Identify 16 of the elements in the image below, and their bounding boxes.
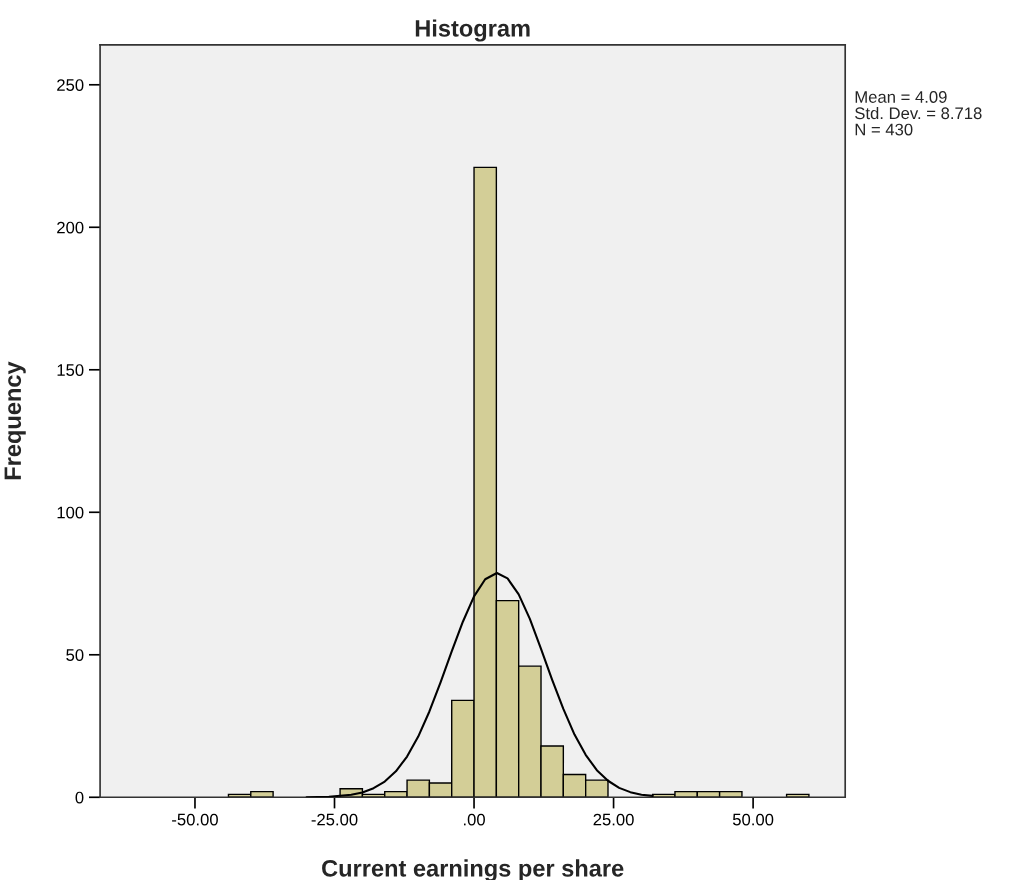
x-tick-label: 50.00 [732,813,774,826]
y-tick-label: 250 [57,79,84,91]
x-tick-label: -50.00 [172,813,218,826]
x-tick-label: 25.00 [593,813,634,826]
x-tick-label: -25.00 [311,813,358,826]
text: Std. Dev. = 8.718 [855,106,982,120]
y-tick-label: 150 [57,364,84,376]
y-tick-label: 200 [57,221,84,234]
y-axis-title: Frequency [4,361,26,480]
y-tick-label: 50 [66,649,84,661]
chart-title: Histogram [415,19,530,42]
y-tick-label: 100 [57,506,84,519]
text: N = 430 [855,123,913,136]
y-tick-label: 0 [75,791,84,804]
x-tick-label: .00 [463,813,485,826]
text: Mean = 4.09 [855,91,947,103]
